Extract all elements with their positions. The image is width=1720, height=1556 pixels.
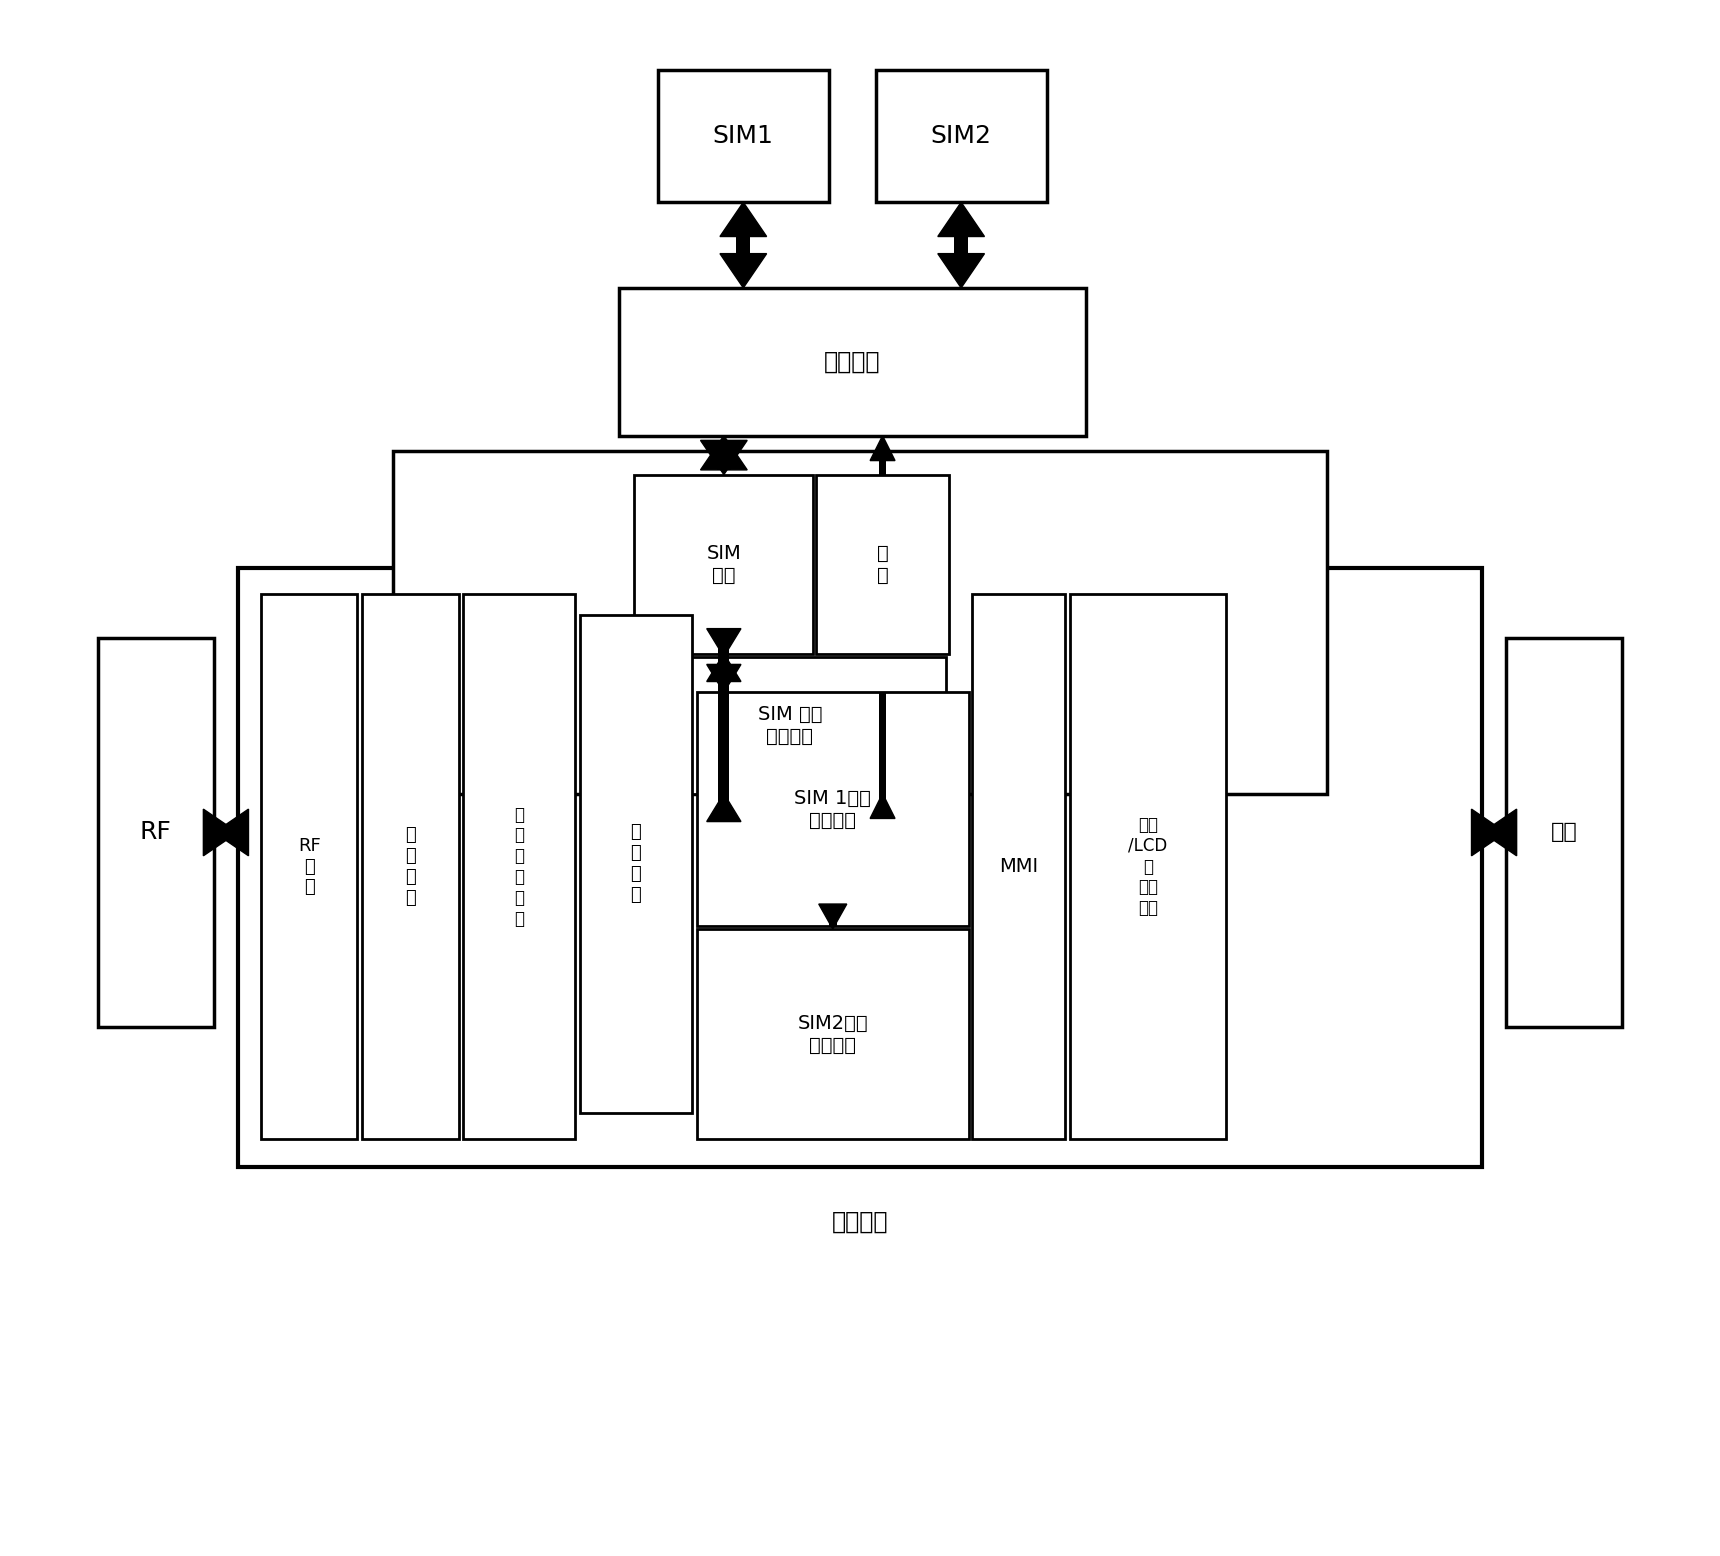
Bar [635,475,814,654]
Polygon shape [1472,809,1505,856]
Text: 外设: 外设 [1551,823,1577,842]
Text: 片
选: 片 选 [877,543,889,585]
Text: SIM
接口: SIM 接口 [707,543,741,585]
Bar [875,70,1047,202]
Text: 电子开关: 电子开关 [824,350,881,373]
Bar [697,929,968,1139]
Polygon shape [1483,809,1517,856]
Polygon shape [707,629,741,657]
Bar [363,594,459,1139]
Bar [955,237,968,254]
Bar [463,594,574,1139]
Bar [719,664,729,822]
Polygon shape [707,664,741,692]
Bar [98,638,215,1027]
Polygon shape [819,904,846,929]
Text: 复
用
插
入: 复 用 插 入 [631,823,642,904]
Bar [719,629,729,682]
Bar [657,70,829,202]
Bar [619,288,1085,436]
Text: MMI: MMI [999,857,1039,876]
Polygon shape [203,809,237,856]
Bar [972,594,1065,1139]
Bar [580,615,691,1113]
Polygon shape [721,254,767,288]
Polygon shape [707,794,741,822]
Text: SIM1: SIM1 [712,124,774,148]
Bar [1070,594,1226,1139]
Bar [1472,825,1517,840]
Text: SIM 1通信
协议处理: SIM 1通信 协议处理 [795,789,872,829]
Text: RF: RF [139,820,172,845]
Polygon shape [870,794,894,818]
Bar [1505,638,1622,1027]
Bar [879,692,886,818]
Text: SIM2: SIM2 [931,124,992,148]
Text: 基
带
处
理: 基 带 处 理 [404,826,416,907]
Polygon shape [707,654,741,682]
Polygon shape [870,436,894,461]
Text: SIM2通信
协议处理: SIM2通信 协议处理 [798,1013,869,1055]
Bar [203,825,248,840]
Polygon shape [937,202,984,237]
Text: 基带芯片: 基带芯片 [832,1209,888,1234]
Polygon shape [937,254,984,288]
Bar [237,568,1483,1167]
Polygon shape [700,436,746,470]
Bar [829,904,836,926]
Bar [261,594,358,1139]
Text: SIM 接口
时分复用: SIM 接口 时分复用 [759,705,822,745]
Text: RF
接
口: RF 接 口 [298,837,320,896]
Bar [697,692,968,926]
Bar [879,461,886,475]
Bar [394,451,1326,794]
Bar [717,440,731,470]
Polygon shape [215,809,248,856]
Polygon shape [700,440,746,475]
Text: 基
带
时
分
复
用: 基 带 时 分 复 用 [514,806,525,927]
Text: 键盘
/LCD
等
外设
接口: 键盘 /LCD 等 外设 接口 [1128,815,1168,918]
Bar [817,475,949,654]
Bar [736,237,750,254]
Bar [635,657,946,794]
Polygon shape [721,202,767,237]
